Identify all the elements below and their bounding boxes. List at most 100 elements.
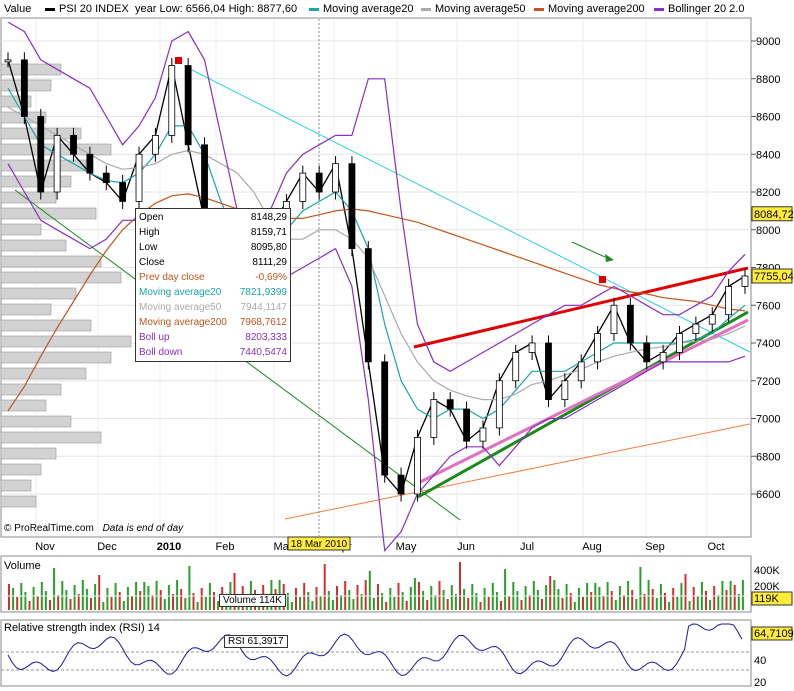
volume-bar xyxy=(422,591,425,610)
candle-body xyxy=(495,380,503,429)
last-price-badge-label: 7755,04 xyxy=(754,271,794,283)
volume-bar xyxy=(500,601,502,610)
y-tick-label: 8600 xyxy=(756,112,780,124)
rsi-last-badge-label: 64,7109 xyxy=(754,628,794,640)
candle-body xyxy=(463,408,470,442)
volume-bar xyxy=(487,597,490,610)
volume-bar xyxy=(692,587,695,610)
y-tick-label: 7200 xyxy=(756,376,780,388)
volume-bar xyxy=(709,600,712,610)
profile-bar xyxy=(0,175,72,188)
volume-bar xyxy=(323,564,326,610)
volume-bar xyxy=(106,588,109,610)
volume-bar xyxy=(196,602,199,610)
candle-body xyxy=(626,304,634,344)
volume-bar xyxy=(200,588,203,610)
volume-bar xyxy=(463,589,466,610)
tooltip-row-value: 7821,9399 xyxy=(239,287,287,298)
candle-body xyxy=(332,163,339,193)
volume-bar xyxy=(426,600,429,610)
candle-body xyxy=(528,342,536,353)
candle-body xyxy=(348,163,356,250)
y-tick-label: 9000 xyxy=(756,36,780,48)
tooltip-row-value: 8148,29 xyxy=(250,212,287,223)
candle-body xyxy=(577,361,585,382)
volume-bar xyxy=(520,600,523,610)
profile-bar xyxy=(0,223,42,236)
volume-bar xyxy=(139,591,142,610)
volume-bar xyxy=(676,597,679,610)
tooltip-row-label: Moving average50 xyxy=(139,302,222,313)
volume-bar xyxy=(450,585,453,610)
volume-bar xyxy=(553,580,556,610)
legend-ma20-label: Moving average20 xyxy=(323,3,414,15)
volume-bar xyxy=(741,580,744,610)
volume-bar xyxy=(668,602,671,610)
candle-body xyxy=(4,59,12,63)
volume-bar xyxy=(352,599,355,610)
volume-bar xyxy=(401,592,404,610)
volume-bar xyxy=(295,588,297,610)
volume-bar xyxy=(614,600,617,610)
volume-bar xyxy=(110,597,113,610)
volume-bar xyxy=(717,595,720,610)
volume-last-badge xyxy=(751,591,793,606)
profile-bar xyxy=(0,239,67,252)
volume-bar xyxy=(598,587,601,610)
volume-bar xyxy=(524,586,527,610)
volume-bar xyxy=(12,588,15,610)
volume-bar xyxy=(126,587,129,610)
volume-bar xyxy=(286,593,289,610)
volume-bar xyxy=(635,599,638,610)
volume-bar xyxy=(331,600,334,610)
profile-bar xyxy=(0,399,47,412)
volume-bar xyxy=(446,599,449,610)
y-tick-label: 7600 xyxy=(756,300,780,312)
tooltip-row: Prev day close -0,69% xyxy=(139,272,287,286)
volume-bar xyxy=(172,594,174,610)
trendline-red xyxy=(413,266,749,349)
tooltip-row-label: High xyxy=(139,227,160,238)
candle-body xyxy=(610,304,618,334)
tooltip-row-value: 8095,80 xyxy=(250,242,287,253)
volume-bar xyxy=(327,591,330,610)
candle-body xyxy=(692,323,700,334)
volume-readout: Volume 114K xyxy=(219,594,286,607)
volume-bar xyxy=(356,585,359,610)
volume-bar xyxy=(44,591,47,610)
x-tick-label: Sep xyxy=(645,541,665,553)
profile-bar xyxy=(0,191,57,204)
rsi-line: 40 20 64,7109 xyxy=(1,623,794,689)
year-range-text: year Low: 6566,04 High: 8877,60 xyxy=(135,3,298,15)
volume-bar xyxy=(688,601,691,610)
volume-bar xyxy=(290,602,293,610)
x-tick-label: Aug xyxy=(582,541,602,553)
volume-bar xyxy=(385,602,388,610)
volume-bar xyxy=(217,601,220,610)
volume-bar xyxy=(307,592,310,610)
series-line-ma200 xyxy=(7,193,746,412)
volume-bar xyxy=(561,598,564,610)
tooltip-row: Open 8148,29 xyxy=(139,212,287,226)
volume-bar xyxy=(393,597,396,610)
volume-bar xyxy=(184,598,187,610)
candle-body xyxy=(446,399,454,410)
rsi-tick-label: 40 xyxy=(754,655,766,667)
y-tick-label: 6800 xyxy=(756,451,780,463)
volume-bar xyxy=(536,590,539,610)
x-tick-label: 2010 xyxy=(157,541,181,553)
tooltip-row: Moving average20 7821,9399 xyxy=(139,287,287,301)
volume-bar xyxy=(372,598,375,610)
volume-bar xyxy=(336,586,338,610)
profile-bar xyxy=(0,319,92,332)
volume-bar xyxy=(454,594,457,610)
time-axis: NovDec2010FebMarAprMayJunJulAugSepOct18 … xyxy=(35,536,725,553)
volume-bar xyxy=(610,591,613,610)
volume-bar xyxy=(672,588,675,610)
candle-body xyxy=(741,275,749,287)
volume-bar xyxy=(28,601,31,610)
tooltip-row-value: 7944,1147 xyxy=(240,302,287,313)
trendline-orange xyxy=(284,423,751,520)
